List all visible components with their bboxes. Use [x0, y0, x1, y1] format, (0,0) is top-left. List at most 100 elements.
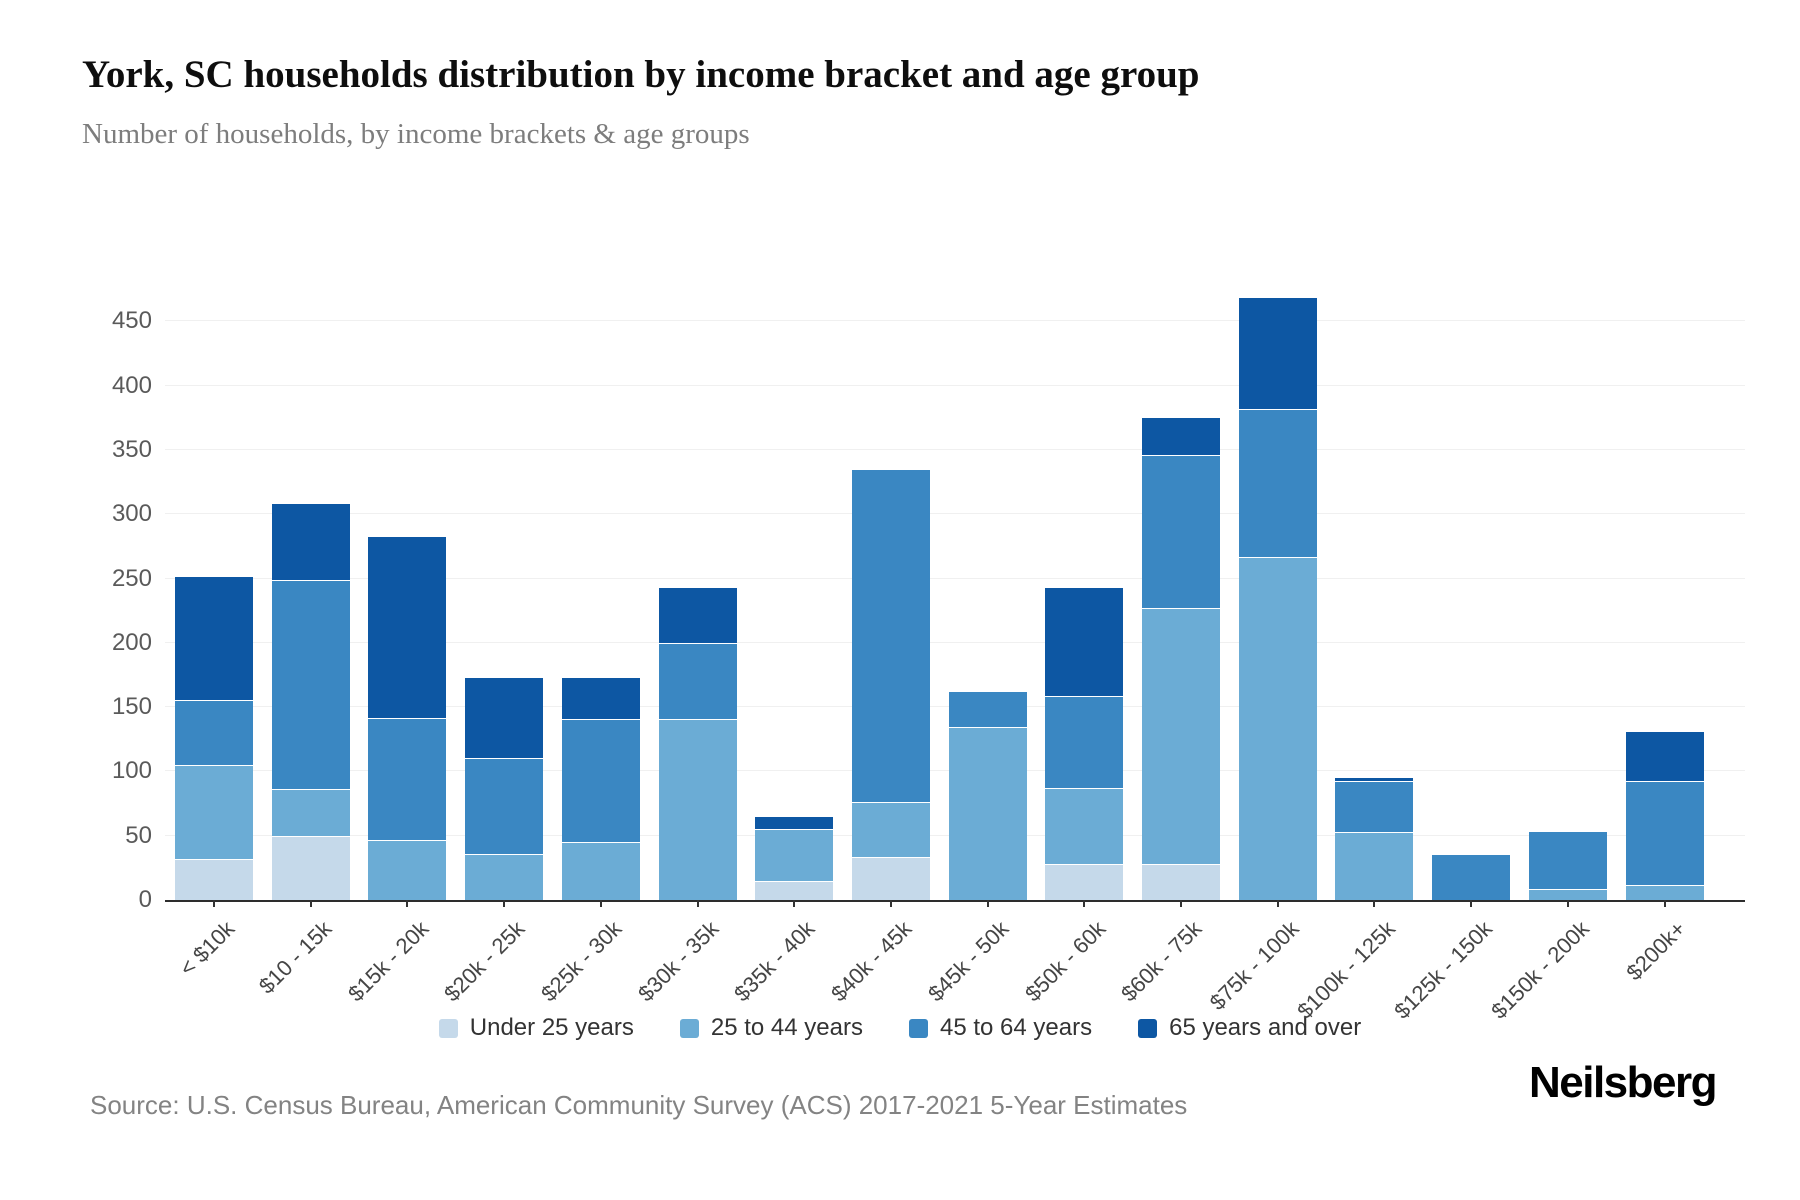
x-tick-label: $25k - 30k: [536, 916, 627, 1007]
bar-segment[interactable]: [368, 719, 447, 840]
bar-segment[interactable]: [1335, 778, 1414, 781]
bar-segment[interactable]: [465, 759, 544, 854]
gridline-300: [165, 513, 1745, 515]
x-tick: [1276, 900, 1279, 907]
x-tick-label: $45k - 50k: [922, 916, 1014, 1007]
bar-segment[interactable]: [368, 537, 447, 718]
bar-segment[interactable]: [1142, 456, 1220, 608]
bar--150k-200k: [1528, 832, 1607, 900]
x-tick-label: $150k - 200k: [1485, 916, 1594, 1024]
y-tick-label-50: 50: [125, 821, 152, 849]
x-tick-label: $15k - 20k: [342, 916, 434, 1007]
bar-segment[interactable]: [1335, 833, 1414, 900]
bar-segment[interactable]: [465, 678, 544, 758]
bar-segment[interactable]: [851, 470, 930, 802]
brand-logo: Neilsberg: [1528, 1058, 1718, 1107]
bar-segment[interactable]: [1045, 588, 1124, 696]
bar-segment[interactable]: [755, 830, 834, 881]
bar-segment[interactable]: [1238, 298, 1317, 409]
bar-segment[interactable]: [1625, 886, 1704, 900]
bar-segment[interactable]: [851, 803, 930, 857]
x-tick: [406, 900, 409, 907]
bar-segment[interactable]: [1045, 697, 1124, 788]
bar-segment[interactable]: [1335, 782, 1414, 832]
bar-segment[interactable]: [561, 678, 640, 719]
legend-item-3[interactable]: 65 years and over: [1138, 1014, 1361, 1042]
chart-subtitle: Number of households, by income brackets…: [82, 118, 750, 150]
bar-segment[interactable]: [1625, 782, 1704, 885]
plot-area: < $10k $10 - 15k $15k - 20k $20k - 25k $25k …: [165, 270, 1745, 1024]
x-tick: [1083, 900, 1086, 907]
bar-segment[interactable]: [1238, 558, 1317, 900]
bar--200k-: [1625, 732, 1704, 900]
bar--30k-35k: [658, 588, 737, 900]
legend-item-1[interactable]: 25 to 44 years: [679, 1014, 863, 1042]
bar-segment[interactable]: [175, 577, 253, 700]
x-tick-label: $200k+: [1621, 916, 1691, 986]
bar-segment[interactable]: [1045, 789, 1124, 864]
bar--20k-25k: [465, 678, 544, 900]
legend-label: 65 years and over: [1169, 1014, 1362, 1041]
bar-segment[interactable]: [271, 504, 350, 580]
bar-segment[interactable]: [175, 701, 253, 765]
bar-segment[interactable]: [1142, 865, 1220, 900]
x-tick: [1566, 900, 1569, 907]
bar-segment[interactable]: [851, 858, 930, 900]
x-tick-label: $40k - 45k: [826, 916, 917, 1007]
bar-segment[interactable]: [1432, 855, 1511, 900]
bar-segment[interactable]: [755, 882, 834, 900]
legend: Under 25 years 25 to 44 years 45 to 64 yea…: [0, 1014, 1800, 1042]
bar-segment[interactable]: [1528, 832, 1607, 889]
y-axis: 0 50 100 150 200 250 300 350 400 450: [90, 270, 152, 913]
x-tick: [503, 900, 506, 907]
y-tick-label-400: 400: [111, 371, 152, 399]
bar-segment[interactable]: [1142, 418, 1220, 455]
x-tick-label: $10 - 15k: [253, 916, 337, 999]
bar-segment[interactable]: [175, 766, 253, 859]
bar--50k-60k: [1045, 588, 1124, 900]
bar-segment[interactable]: [948, 728, 1027, 900]
gridline-200: [165, 641, 1745, 643]
legend-swatch: [1138, 1018, 1158, 1038]
bar-segment[interactable]: [1528, 890, 1607, 900]
legend-label: Under 25 years: [469, 1014, 634, 1041]
bar-segment[interactable]: [1238, 410, 1317, 557]
legend-item-2[interactable]: 45 to 64 years: [908, 1014, 1092, 1042]
legend-item-0[interactable]: Under 25 years: [438, 1014, 634, 1042]
gridline-250: [165, 577, 1745, 579]
bar-segment[interactable]: [1045, 865, 1124, 900]
bar-segment[interactable]: [658, 588, 737, 643]
x-tick-label: $30k - 35k: [632, 916, 724, 1007]
legend-swatch: [908, 1018, 928, 1038]
bar-segment[interactable]: [561, 843, 640, 900]
x-tick-label: $100k - 125k: [1292, 916, 1401, 1024]
x-tick-label: $125k - 150k: [1389, 916, 1497, 1024]
y-tick-label-100: 100: [111, 757, 152, 785]
bar--25k-30k: [561, 678, 640, 900]
bar-segment[interactable]: [1625, 732, 1704, 781]
bar-segment[interactable]: [368, 841, 447, 900]
bar-segment[interactable]: [658, 720, 737, 900]
bar-segment[interactable]: [755, 817, 834, 829]
bar-segment[interactable]: [1142, 609, 1220, 864]
gridline-450: [165, 320, 1745, 322]
x-tick: [1470, 900, 1473, 907]
bar-segment[interactable]: [271, 790, 350, 836]
bar-segment[interactable]: [175, 860, 253, 900]
x-tick: [1663, 900, 1666, 907]
bar-segment[interactable]: [465, 855, 544, 900]
x-tick-label: $20k - 25k: [439, 916, 530, 1007]
bar-segment[interactable]: [271, 581, 350, 789]
y-tick-label-200: 200: [111, 628, 152, 656]
y-tick-label-150: 150: [111, 693, 152, 721]
bar-segment[interactable]: [561, 720, 640, 842]
x-tick-label: $60k - 75k: [1116, 916, 1207, 1007]
source-note: Source: U.S. Census Bureau, American Com…: [90, 1090, 1188, 1120]
bar-segment[interactable]: [271, 837, 350, 900]
bar-segment[interactable]: [948, 692, 1027, 727]
x-tick: [986, 900, 989, 907]
x-tick: [793, 900, 796, 907]
gridline-350: [165, 449, 1745, 450]
bar-segment[interactable]: [658, 644, 737, 719]
